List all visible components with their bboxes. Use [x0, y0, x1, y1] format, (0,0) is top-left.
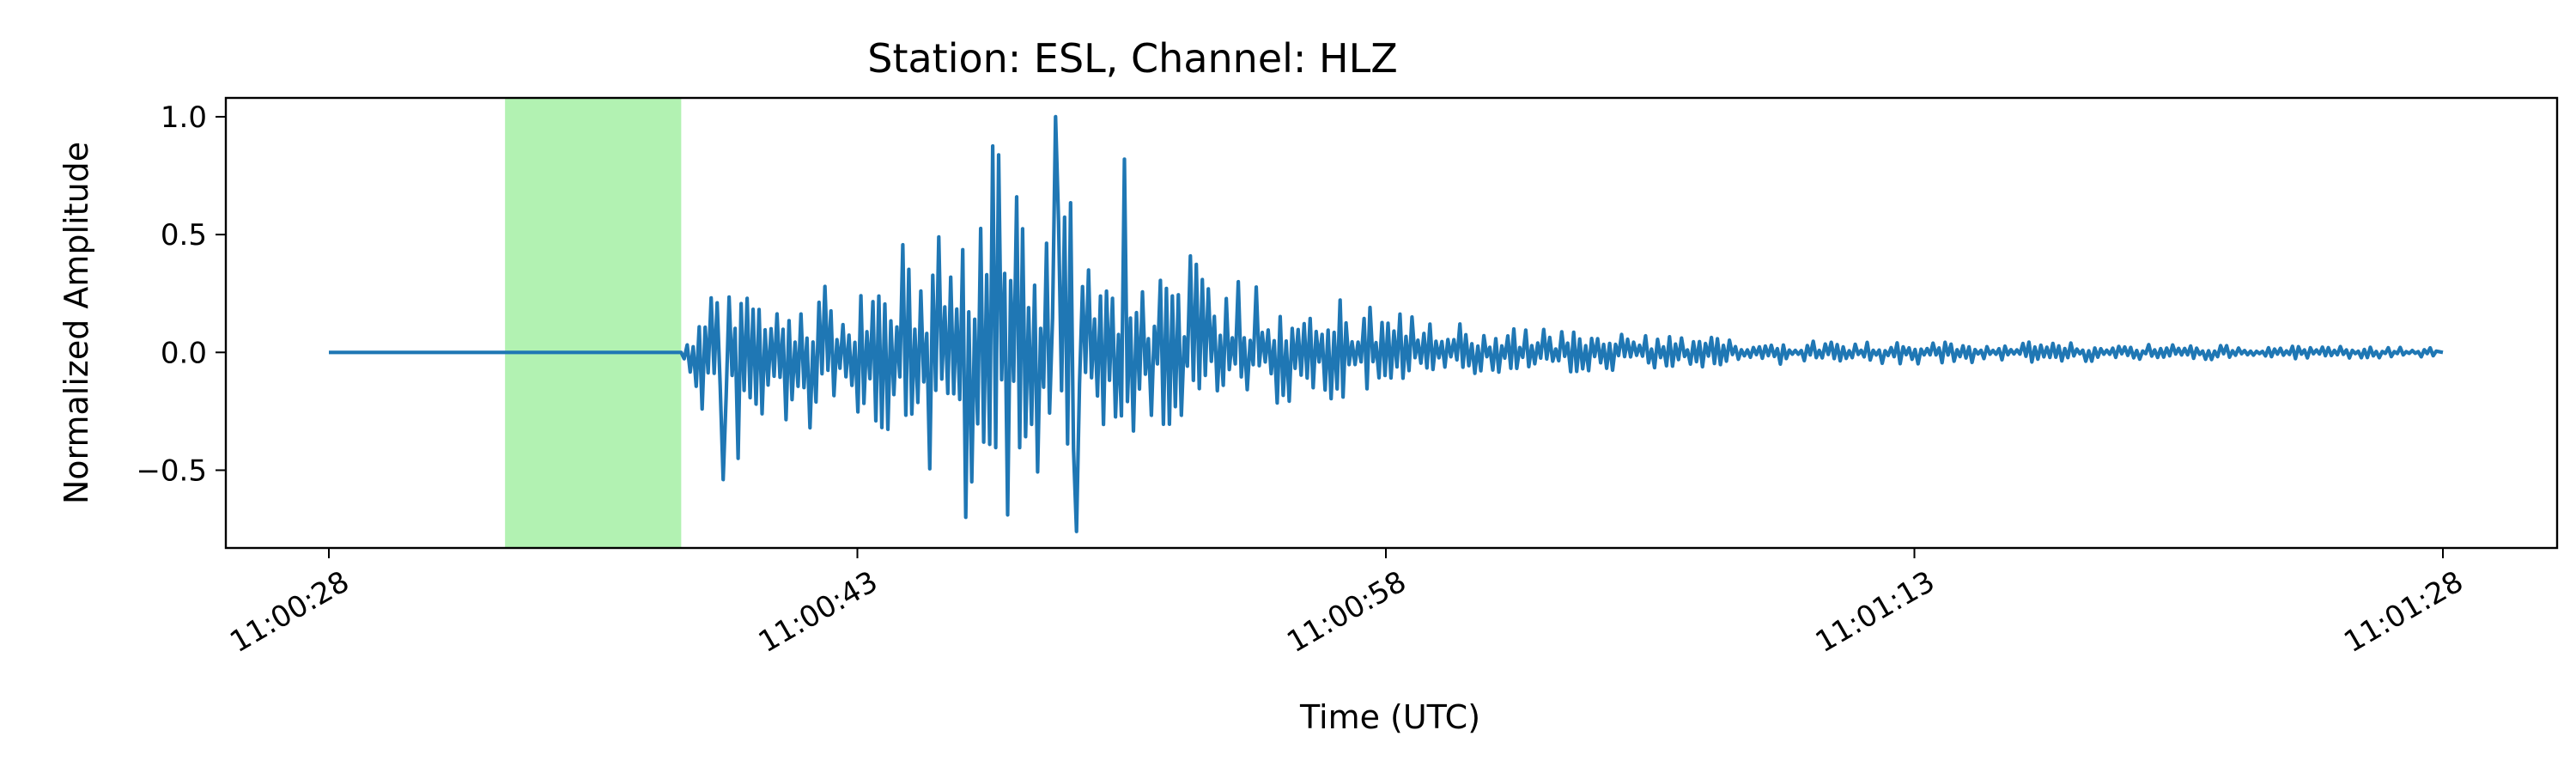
x-tick-label: 11:00:43 — [753, 564, 884, 660]
y-tick-label: 0.0 — [161, 336, 207, 370]
trace-layer — [329, 114, 2444, 533]
x-axis: 11:00:28 11:00:43 11:00:58 11:01:13 11:01:28 — [224, 548, 2470, 660]
waveform-line — [329, 114, 2444, 533]
x-tick-label: 11:01:28 — [2338, 564, 2469, 660]
y-tick-label: 0.5 — [161, 218, 207, 253]
x-axis-label: Time (UTC) — [1299, 698, 1480, 736]
plot-frame — [224, 96, 2559, 550]
highlight-window — [505, 99, 682, 547]
x-tick-label: 11:00:58 — [1281, 564, 1412, 660]
chart-title: Station: ESL, Channel: HLZ — [867, 35, 1398, 82]
y-axis: 1.0 0.5 0.0 −0.5 — [136, 100, 226, 488]
y-axis-label: Normalized Amplitude — [58, 142, 95, 504]
y-tick-label: 1.0 — [161, 100, 207, 135]
y-tick-label: −0.5 — [136, 453, 207, 488]
x-tick-label: 11:01:13 — [1810, 564, 1941, 660]
x-tick-label: 11:00:28 — [224, 564, 355, 660]
